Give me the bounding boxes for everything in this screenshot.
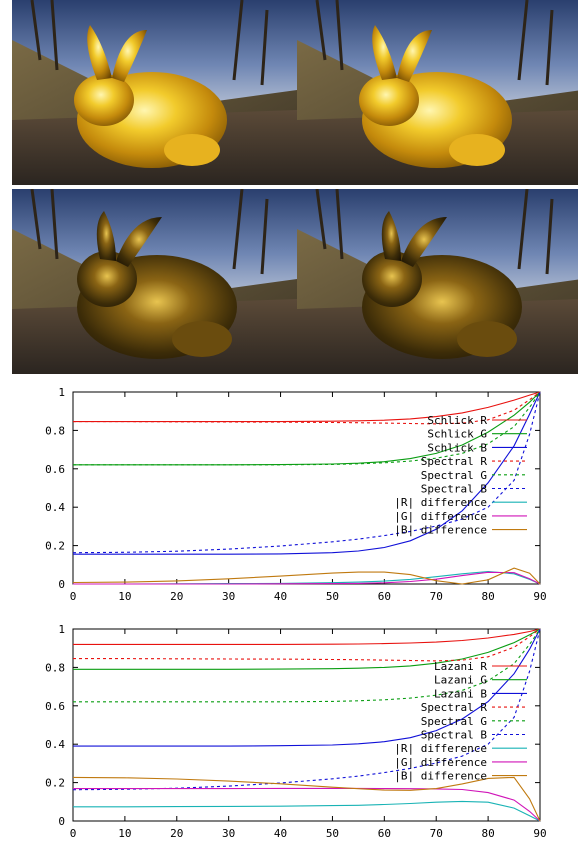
y-tick-label: 1	[58, 386, 65, 399]
chart-lazani: 0 10 20 30 40 50 60 70 80 90 0 0.2 0.4 0.6 0.8 1 Lazani …	[0, 619, 578, 849]
legend-label: |R| difference	[394, 496, 487, 509]
series-line-lazani-b	[73, 628, 541, 747]
bunny-render-1	[12, 0, 297, 185]
bunny-gold-icon	[359, 25, 512, 168]
y-tick-label: 0	[58, 815, 65, 828]
plot-frame	[72, 628, 541, 822]
bunny-gold-icon	[74, 25, 227, 168]
x-tick-label: 20	[170, 827, 183, 840]
series-line--r-difference	[73, 800, 541, 822]
legend-label: |B| difference	[394, 770, 487, 783]
bunny-dark-gold-icon	[77, 211, 237, 359]
x-tick-label: 60	[378, 590, 391, 603]
legend-label: |G| difference	[394, 510, 487, 523]
chart-schlick-svg: 0 10 20 30 40 50 60 70 80 90 0 0.2 0.4 0.6 0.8 1 Schlick…	[45, 386, 547, 603]
chart-schlick: 0 10 20 30 40 50 60 70 80 90 0 0.2 0.4 0.6 0.8 1 Schlick…	[0, 382, 578, 612]
x-tick-label: 80	[481, 590, 494, 603]
bunny-dark-gold-icon	[362, 211, 522, 359]
legend-label: Spectral R	[421, 455, 488, 468]
x-tick-label: 90	[533, 827, 546, 840]
x-tick-label: 40	[274, 590, 287, 603]
x-tick-label: 50	[326, 590, 339, 603]
series-line--b-difference	[72, 776, 541, 822]
y-tick-label: 0.4	[45, 501, 65, 514]
chart-lazani-svg: 0 10 20 30 40 50 60 70 80 90 0 0.2 0.4 0.6 0.8 1 Lazani …	[45, 623, 547, 840]
legend-label: Spectral G	[421, 469, 487, 482]
series-line-spectral-r	[73, 391, 541, 425]
series-line-spectral-b	[72, 628, 541, 791]
legend-label: Lazani G	[434, 674, 487, 687]
x-tick-label: 90	[533, 590, 546, 603]
legend-label: |B| difference	[394, 524, 487, 537]
legend-label: Lazani B	[434, 687, 487, 700]
legend-label: Schlick R	[427, 414, 487, 427]
x-tick-label: 70	[430, 590, 443, 603]
bunny-render-3	[12, 189, 297, 374]
x-tick-label: 20	[170, 590, 183, 603]
legend-label: Spectral B	[421, 483, 488, 496]
series-line-spectral-b	[72, 391, 541, 554]
x-tick-label: 10	[118, 590, 131, 603]
y-tick-label: 0.6	[45, 463, 65, 476]
legend-label: Spectral G	[421, 715, 487, 728]
legend-label: |G| difference	[394, 756, 487, 769]
legend-label: Spectral R	[421, 701, 488, 714]
series-line-lazani-r	[73, 628, 541, 645]
series-line--g-difference	[73, 787, 541, 822]
series-line-spectral-r	[73, 628, 541, 662]
bunny-render-4	[297, 189, 578, 374]
x-tick-label: 70	[430, 827, 443, 840]
y-tick-label: 0.8	[45, 424, 65, 437]
series-line-schlick-b	[73, 391, 541, 555]
x-tick-label: 50	[326, 827, 339, 840]
x-tick-label: 30	[222, 827, 235, 840]
x-tick-label: 80	[481, 827, 494, 840]
x-tick-label: 0	[70, 827, 77, 840]
y-tick-label: 0.4	[45, 738, 65, 751]
y-tick-label: 0.2	[45, 777, 65, 790]
y-tick-label: 1	[58, 623, 65, 636]
x-tick-label: 10	[118, 827, 131, 840]
bunny-render-2	[297, 0, 578, 185]
y-tick-label: 0.2	[45, 540, 65, 553]
series-line-lazani-g	[73, 628, 541, 670]
legend-label: Schlick B	[427, 441, 487, 454]
series-line-spectral-g	[73, 628, 541, 703]
x-tick-label: 60	[378, 827, 391, 840]
x-tick-label: 0	[70, 590, 77, 603]
series-line-spectral-g	[73, 391, 541, 466]
y-tick-label: 0.6	[45, 700, 65, 713]
y-tick-label: 0	[58, 578, 65, 591]
legend-label: |R| difference	[394, 742, 487, 755]
y-tick-label: 0.8	[45, 661, 65, 674]
x-tick-label: 30	[222, 590, 235, 603]
legend-label: Lazani R	[434, 660, 487, 673]
x-tick-label: 40	[274, 827, 287, 840]
series-line--b-difference	[72, 567, 541, 585]
legend-label: Schlick G	[427, 428, 487, 441]
legend-label: Spectral B	[421, 729, 488, 742]
